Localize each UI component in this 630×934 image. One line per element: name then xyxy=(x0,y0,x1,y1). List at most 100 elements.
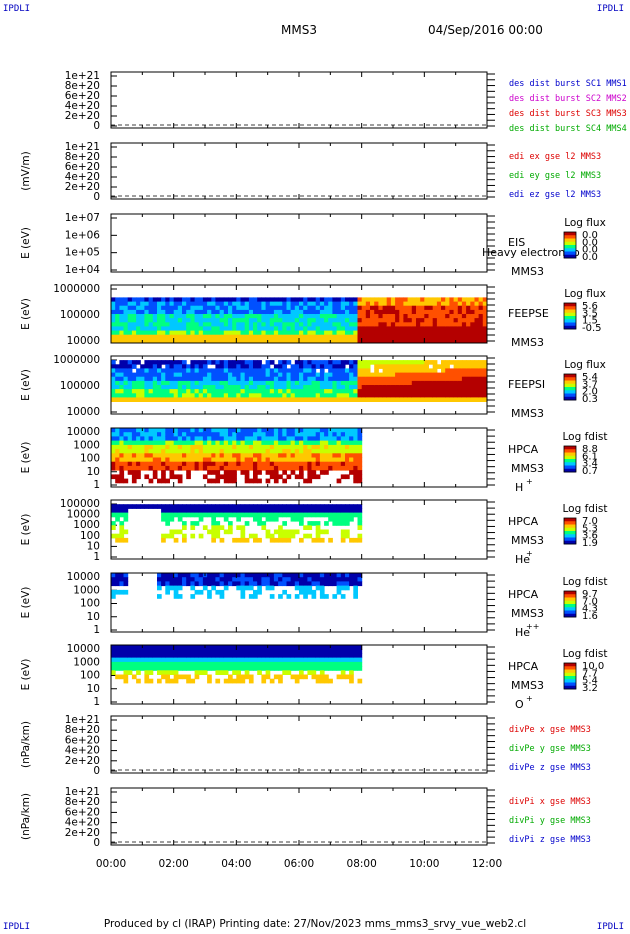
panel-5-cell xyxy=(457,364,463,369)
panel-4-cell xyxy=(294,305,300,311)
panel-4-cell xyxy=(240,330,246,336)
panel-9-cell xyxy=(194,674,200,680)
panel-4-cell xyxy=(152,322,158,327)
panel-9-cell xyxy=(119,674,125,680)
panel-6-cell xyxy=(357,436,363,442)
panel-6-cell xyxy=(336,436,342,442)
panel-4-cell xyxy=(269,301,275,307)
panel-5-cell xyxy=(361,368,367,373)
panel-6-cell xyxy=(190,436,196,442)
panel-4-cell xyxy=(303,309,308,315)
panel-4-cell xyxy=(294,297,300,302)
panel-4-cell xyxy=(311,314,317,319)
panel-8-cell xyxy=(215,589,221,595)
panel-6-cell xyxy=(299,428,304,433)
panel-6-cell xyxy=(340,444,346,450)
panel-6-cell xyxy=(115,457,120,463)
panel-4-cell xyxy=(131,301,137,307)
panel-5-cell xyxy=(428,385,434,390)
panel-6-cell xyxy=(136,449,141,454)
panel-9-cell xyxy=(269,649,275,654)
panel-5-cell xyxy=(470,368,475,373)
panel-5-cell xyxy=(131,389,137,394)
panel-8-cell xyxy=(324,594,329,599)
panel-5-cell xyxy=(236,397,241,402)
panel-9-cell xyxy=(211,661,216,667)
panel-4-cell xyxy=(482,314,488,319)
panel-7-cell xyxy=(165,504,170,509)
panel-6-cell xyxy=(232,444,237,450)
panel-7-cell xyxy=(265,508,271,514)
panel-6-cell xyxy=(165,465,170,471)
panel-7-cell xyxy=(169,516,175,522)
panel-6-cell xyxy=(165,440,170,446)
panel-8-cell xyxy=(207,589,212,595)
panel-5-cell xyxy=(349,393,354,398)
panel-6-cell xyxy=(115,432,120,437)
panel-6-cell xyxy=(202,453,208,458)
panel-6-cell xyxy=(319,440,325,446)
panel-5-cell xyxy=(294,364,300,369)
panel-4-cell xyxy=(407,322,413,327)
panel-9-cell xyxy=(286,645,292,650)
panel-8-cell xyxy=(353,589,358,595)
panel-6-cell xyxy=(253,453,258,458)
panel-7-cell xyxy=(328,512,333,518)
panel-8-cell xyxy=(211,585,216,591)
panel-5-cell xyxy=(186,376,191,382)
panel-6-cell xyxy=(278,440,283,446)
panel-6-cell xyxy=(248,453,254,458)
panel-6-cell xyxy=(165,457,170,463)
panel-5-cell xyxy=(332,364,338,369)
panel-7-cell xyxy=(332,504,338,509)
panel-5-cell xyxy=(173,376,179,382)
panel-9-cell xyxy=(286,661,292,667)
panel-4-cell xyxy=(215,297,221,302)
panel-9-cell xyxy=(223,645,229,650)
panel-9-cell xyxy=(165,657,170,663)
panel-4-cell xyxy=(127,305,133,311)
panel-7-cell xyxy=(324,521,329,526)
panel-5-cell xyxy=(223,368,229,373)
panel-5-cell xyxy=(186,372,191,378)
panel-5-cell xyxy=(269,389,275,394)
panel-6-cell xyxy=(177,474,183,480)
panel-5-cell xyxy=(136,360,141,365)
panel-5-cell xyxy=(336,368,342,373)
panel-4-cell xyxy=(324,305,329,311)
panel-8-cell xyxy=(240,577,246,582)
panel-5-cell xyxy=(399,376,404,382)
panel-6-cell xyxy=(215,461,221,467)
panel-6-cell xyxy=(228,457,233,463)
panel-5-cell xyxy=(461,380,467,386)
panel-4-cell xyxy=(240,322,246,327)
panel-6-cell xyxy=(157,457,162,463)
panel-5-cell xyxy=(190,385,196,390)
panel-5-cell xyxy=(357,389,363,394)
panel-5-cell xyxy=(299,368,304,373)
panel-4-cell xyxy=(236,301,241,307)
panel-4-cell xyxy=(244,326,250,331)
panel-6-cell xyxy=(349,444,354,450)
panel-9-cell xyxy=(127,661,133,667)
panel-5-cell xyxy=(169,364,175,369)
panel-8-cell xyxy=(265,577,271,582)
panel-9-cell xyxy=(248,653,254,659)
panel-5-instrument: FEEPSI xyxy=(508,378,545,391)
panel-9-cell xyxy=(119,645,125,650)
panel-4-cell xyxy=(119,338,125,344)
panel-5-cell xyxy=(457,360,463,365)
panel-9-cell xyxy=(357,666,363,671)
panel-9-cell xyxy=(131,653,137,659)
panel-4-cell xyxy=(357,334,363,340)
panel-9-cell xyxy=(123,666,129,671)
panel-9-cell xyxy=(349,678,354,684)
panel-9-cell xyxy=(161,661,166,667)
panel-6-cell xyxy=(228,453,233,458)
panel-6-cell xyxy=(236,432,241,437)
panel-5-cell xyxy=(186,380,191,386)
panel-5-cell xyxy=(273,385,279,390)
panel-6-cell xyxy=(244,436,250,442)
panel-4-cell xyxy=(269,297,275,302)
panel-5-cell xyxy=(332,360,338,365)
